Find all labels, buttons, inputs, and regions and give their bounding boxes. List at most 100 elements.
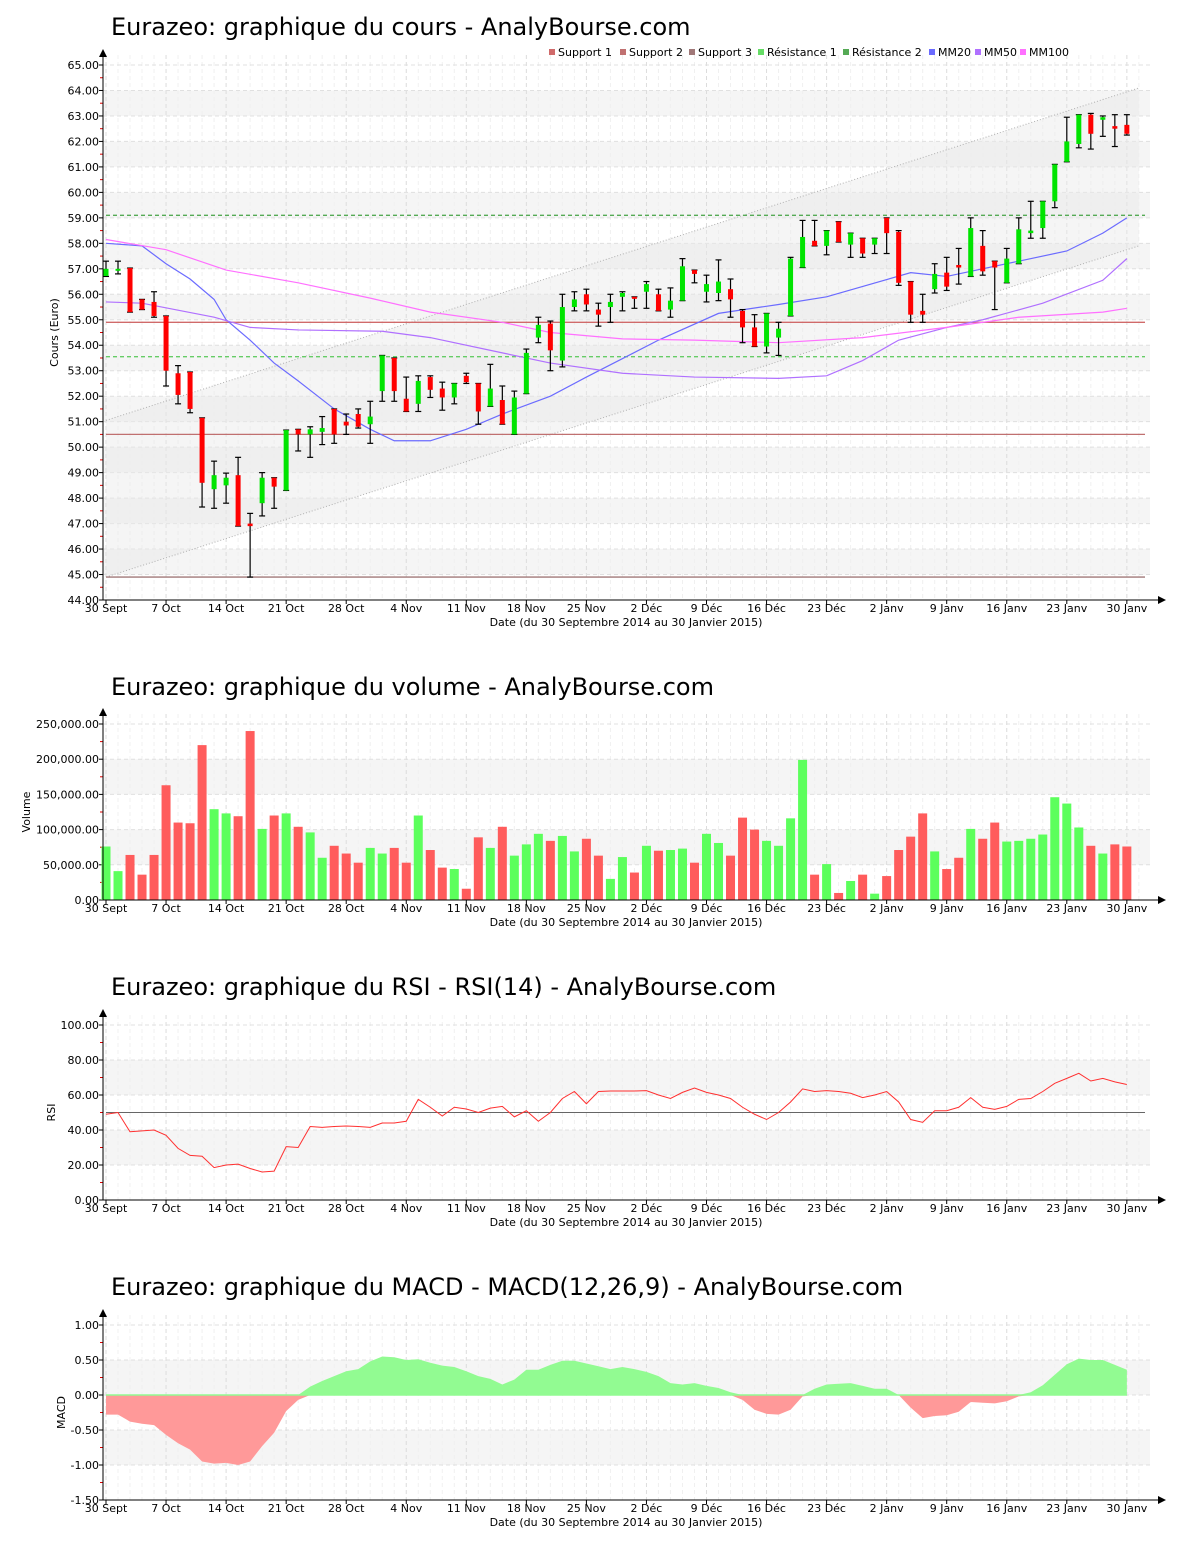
y-tick-label: 57.00	[68, 263, 100, 276]
x-tick-label: 30 Sept	[85, 602, 128, 615]
candle	[343, 413, 350, 436]
x-tick-label: 16 Déc	[747, 1502, 786, 1515]
x-tick-label: 4 Nov	[390, 602, 422, 615]
candle	[787, 256, 794, 317]
grid-band	[103, 549, 1150, 575]
y-tick-label: 49.00	[68, 467, 100, 480]
volume-bar	[702, 833, 711, 900]
candle-body	[944, 272, 950, 287]
y-tick-label: 0.00	[75, 1194, 100, 1207]
legend-label: Support 2	[629, 46, 683, 59]
grid-band	[103, 345, 1150, 371]
y-axis-arrow-icon	[99, 49, 107, 57]
grid-band	[103, 1130, 1150, 1165]
volume-bar	[774, 845, 784, 900]
x-tick-label: 9 Janv	[930, 1502, 964, 1515]
y-tick-label: 61.00	[68, 161, 100, 174]
candle-body	[667, 300, 673, 310]
candle	[295, 428, 302, 452]
x-tick-label: 18 Nov	[507, 1202, 546, 1215]
legend-label: Support 1	[558, 46, 612, 59]
x-tick-label: 14 Oct	[208, 902, 245, 915]
y-tick-label: 51.00	[68, 416, 100, 429]
volume-bar	[966, 828, 976, 900]
candle-body	[1016, 229, 1022, 264]
volume-bar	[473, 837, 483, 900]
x-axis-arrow-icon	[1158, 896, 1166, 904]
candle-body	[932, 273, 938, 290]
volume-bar	[509, 855, 519, 900]
x-tick-label: 2 Déc	[631, 1502, 663, 1515]
x-axis-arrow-icon	[1158, 1196, 1166, 1204]
x-tick-label: 2 Janv	[870, 1202, 904, 1215]
macd-positive-area	[106, 1356, 1127, 1395]
volume-bar	[233, 816, 243, 900]
candle-body	[1124, 124, 1130, 134]
candle	[247, 512, 254, 578]
candle-body	[523, 352, 529, 394]
rsi-chart-title: Eurazeo: graphique du RSI - RSI(14) - An…	[111, 973, 776, 1001]
macd-negative-area	[106, 1395, 1127, 1465]
x-tick-label: 28 Oct	[328, 1202, 365, 1215]
y-axis-arrow-icon	[99, 708, 107, 716]
volume-bar	[293, 826, 303, 900]
volume-bar	[786, 818, 796, 900]
candle	[535, 316, 542, 344]
y-axis-label: MACD	[55, 1396, 68, 1429]
candle-body	[391, 357, 397, 392]
volume-bar	[978, 838, 988, 900]
candle	[655, 288, 662, 312]
candle-body	[1076, 114, 1082, 144]
legend-swatch	[620, 49, 626, 55]
candle-body	[331, 408, 337, 435]
candle	[931, 263, 938, 294]
grid-band	[103, 396, 1150, 422]
volume-bar	[149, 854, 159, 900]
y-tick-label: 54.00	[68, 339, 100, 352]
legend-swatch	[549, 49, 555, 55]
candle-body	[1100, 117, 1106, 120]
x-tick-label: 7 Oct	[151, 1502, 181, 1515]
candle-body	[956, 264, 962, 268]
candle-body	[788, 258, 794, 316]
volume-bar	[1098, 853, 1108, 900]
panel-line: 0.00 20.00 40.00 60.00 80.00 100.00 RSI 30 Sept…	[45, 1009, 1166, 1229]
candle	[991, 260, 998, 311]
candle	[175, 365, 182, 405]
y-axis-arrow-icon	[99, 1309, 107, 1317]
y-tick-label: 0.00	[75, 894, 100, 907]
candle-body	[908, 281, 914, 315]
candle	[583, 288, 590, 312]
x-tick-label: 16 Déc	[747, 602, 786, 615]
candle	[211, 460, 218, 509]
candle-body	[427, 377, 433, 390]
x-tick-label: 30 Sept	[85, 1202, 128, 1215]
volume-bar	[401, 862, 411, 900]
x-tick-label: 16 Janv	[986, 1502, 1027, 1515]
candle	[331, 408, 338, 444]
candle	[979, 229, 986, 276]
x-tick-label: 9 Janv	[930, 602, 964, 615]
volume-bar	[1074, 827, 1084, 900]
candle-body	[175, 373, 181, 395]
candle-body	[1040, 201, 1046, 229]
candle	[703, 274, 710, 303]
candle-body	[1028, 230, 1034, 234]
candle-body	[403, 398, 409, 412]
candle-body	[379, 355, 385, 392]
candle-body	[655, 294, 661, 311]
y-tick-label: 20.00	[68, 1159, 100, 1172]
candle	[379, 354, 386, 402]
legend-item: MM50	[975, 46, 1017, 59]
candle-body	[103, 268, 109, 276]
y-axis-label: Cours (Euro)	[48, 298, 61, 367]
candle	[1087, 112, 1094, 150]
candle	[811, 219, 818, 247]
candle	[1051, 163, 1058, 209]
volume-bar	[533, 833, 543, 900]
candle-body	[247, 523, 253, 527]
candle	[1099, 115, 1106, 137]
candle-body	[619, 293, 625, 297]
x-axis-label: Date (du 30 Septembre 2014 au 30 Janvier…	[490, 616, 763, 629]
volume-bar	[221, 813, 231, 900]
